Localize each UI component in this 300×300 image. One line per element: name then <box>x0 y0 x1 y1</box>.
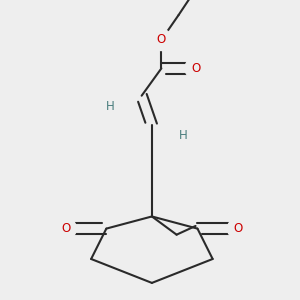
Circle shape <box>173 125 194 147</box>
Text: O: O <box>191 62 200 75</box>
Text: H: H <box>179 129 188 142</box>
Text: O: O <box>157 33 166 46</box>
Circle shape <box>185 58 206 79</box>
Circle shape <box>55 218 76 239</box>
Text: O: O <box>233 222 243 235</box>
Circle shape <box>227 218 249 239</box>
Circle shape <box>100 96 121 117</box>
Circle shape <box>151 29 172 50</box>
Text: H: H <box>106 100 115 113</box>
Text: O: O <box>61 222 70 235</box>
